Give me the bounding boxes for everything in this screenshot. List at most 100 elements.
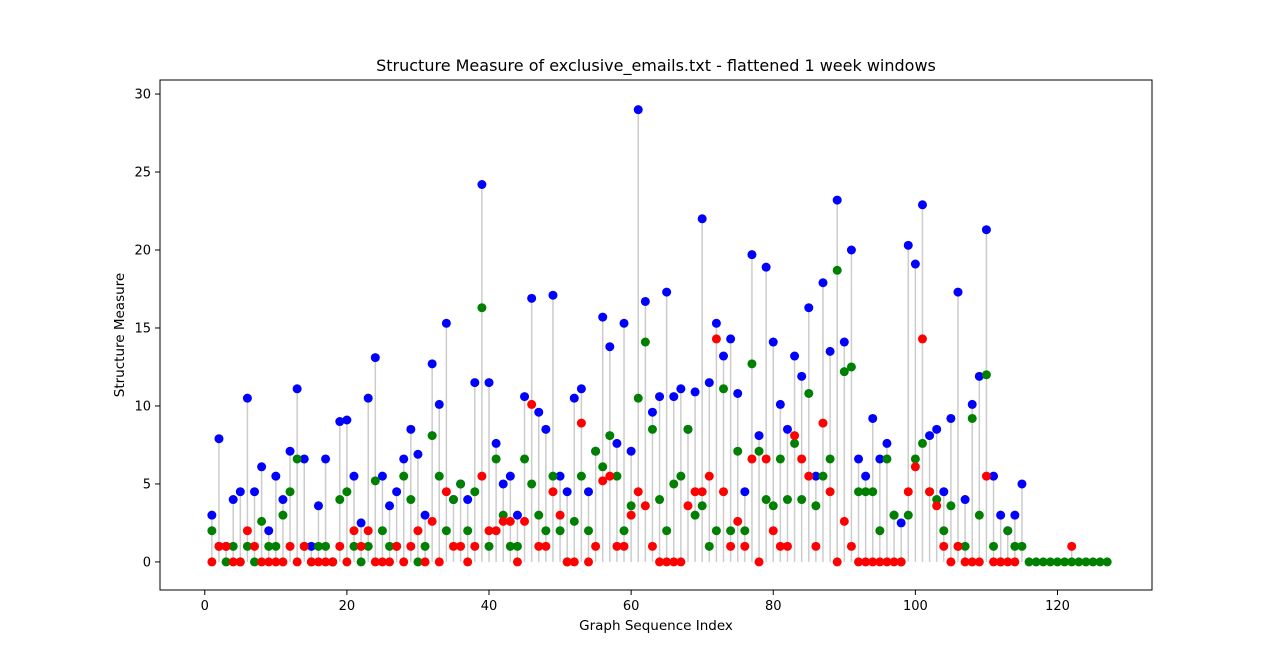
data-point <box>719 487 729 497</box>
data-point <box>960 557 970 567</box>
data-point <box>775 454 785 464</box>
data-point <box>804 471 814 481</box>
data-point <box>527 293 537 303</box>
data-point <box>946 413 956 423</box>
data-point <box>761 454 771 464</box>
data-point <box>1010 557 1020 567</box>
data-point <box>846 541 856 551</box>
data-point <box>903 510 913 520</box>
data-point <box>420 510 430 520</box>
data-point <box>342 487 352 497</box>
data-point <box>498 510 508 520</box>
data-point <box>811 471 821 481</box>
data-point <box>854 487 864 497</box>
data-point <box>1052 557 1062 567</box>
data-point <box>619 541 629 551</box>
x-tick-label: 60 <box>623 599 640 614</box>
data-point <box>790 351 800 361</box>
data-point <box>427 431 437 441</box>
data-point <box>456 479 466 489</box>
data-point <box>569 557 579 567</box>
data-point <box>448 541 458 551</box>
data-point <box>768 501 778 511</box>
data-point <box>257 516 267 526</box>
data-point <box>278 510 288 520</box>
data-point <box>946 557 956 567</box>
data-point <box>655 392 665 402</box>
data-point <box>981 225 991 235</box>
data-point <box>733 516 743 526</box>
data-point <box>356 541 366 551</box>
data-point <box>1081 557 1091 567</box>
data-point <box>932 495 942 505</box>
data-point <box>711 334 721 344</box>
data-point <box>456 541 466 551</box>
data-point <box>463 526 473 536</box>
data-point <box>512 541 522 551</box>
data-point <box>271 541 281 551</box>
data-point <box>690 510 700 520</box>
data-point <box>413 557 423 567</box>
data-point <box>619 318 629 328</box>
data-point <box>989 541 999 551</box>
data-point <box>335 417 345 427</box>
data-point <box>896 518 906 528</box>
data-point <box>854 454 864 464</box>
data-point <box>875 454 885 464</box>
data-point <box>363 393 373 403</box>
data-point <box>356 557 366 567</box>
data-point <box>882 454 892 464</box>
data-point <box>775 399 785 409</box>
data-point <box>406 541 416 551</box>
data-point <box>576 384 586 394</box>
data-point <box>477 303 487 313</box>
data-point <box>861 557 871 567</box>
data-point <box>619 526 629 536</box>
data-point <box>1045 557 1055 567</box>
data-point <box>939 541 949 551</box>
data-point <box>527 479 537 489</box>
data-point <box>782 424 792 434</box>
data-point <box>377 471 387 481</box>
data-point <box>839 516 849 526</box>
data-point <box>250 541 260 551</box>
data-point <box>441 526 451 536</box>
data-point <box>626 501 636 511</box>
data-point <box>349 541 359 551</box>
data-point <box>313 541 323 551</box>
data-point <box>790 431 800 441</box>
data-point <box>1010 510 1020 520</box>
data-point <box>662 526 672 536</box>
data-point <box>591 541 601 551</box>
data-point <box>626 446 636 456</box>
data-point <box>697 487 707 497</box>
data-point <box>512 557 522 567</box>
data-point <box>832 557 842 567</box>
data-point <box>505 541 515 551</box>
data-point <box>782 495 792 505</box>
data-point <box>1088 557 1098 567</box>
data-point <box>903 487 913 497</box>
data-point <box>676 557 686 567</box>
data-point <box>505 471 515 481</box>
data-point <box>285 541 295 551</box>
data-point <box>1031 557 1041 567</box>
data-point <box>1060 557 1070 567</box>
x-tick-label: 0 <box>201 599 209 614</box>
data-point <box>583 557 593 567</box>
data-point <box>434 471 444 481</box>
x-tick-label: 40 <box>481 599 498 614</box>
data-point <box>932 501 942 511</box>
data-point <box>974 371 984 381</box>
y-tick-label: 0 <box>143 555 151 570</box>
data-point <box>996 510 1006 520</box>
data-point <box>1102 557 1112 567</box>
data-point <box>306 541 316 551</box>
data-point <box>541 526 551 536</box>
data-point <box>974 510 984 520</box>
y-tick-label: 25 <box>134 166 151 181</box>
data-point <box>520 454 530 464</box>
data-point <box>278 495 288 505</box>
data-point <box>868 487 878 497</box>
data-point <box>676 471 686 481</box>
